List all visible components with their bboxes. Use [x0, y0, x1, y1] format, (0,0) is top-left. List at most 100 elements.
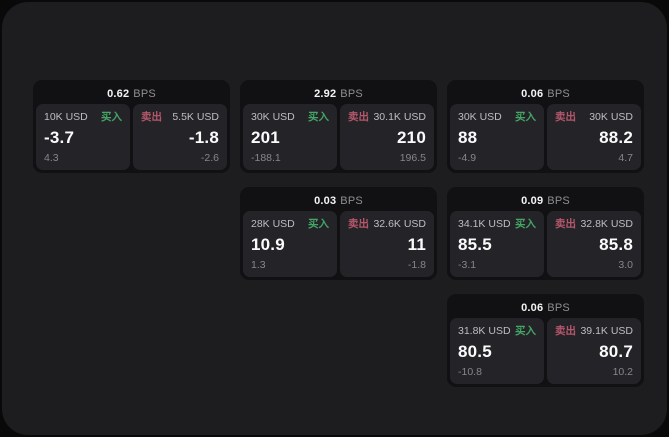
buy-side-label: 买入 [515, 218, 536, 230]
bps-unit-label: BPS [547, 194, 570, 207]
bps-value: 0.06 [521, 301, 544, 314]
sell-change: -2.6 [200, 152, 219, 164]
sell-side-label: 卖出 [141, 111, 162, 123]
sell-price: -1.8 [188, 127, 219, 147]
bps-unit-label: BPS [340, 87, 363, 100]
sell-notional: 30.1K USD [373, 111, 426, 123]
sell-panel-top: 卖出 5.5K USD [141, 111, 219, 123]
sell-change: 196.5 [399, 152, 426, 164]
sell-quote-panel[interactable]: 卖出 5.5K USD -1.8 -2.6 [133, 104, 227, 170]
buy-notional: 30K USD [458, 111, 502, 123]
buy-change: 4.3 [44, 152, 59, 164]
sell-quote-panel[interactable]: 卖出 30.1K USD 210 196.5 [340, 104, 434, 170]
buy-notional: 10K USD [44, 111, 88, 123]
buy-price: 88 [458, 127, 478, 147]
bps-value: 0.09 [521, 194, 544, 207]
sell-panel-top: 卖出 32.6K USD [348, 218, 426, 230]
buy-panel-top: 30K USD 买入 [458, 111, 536, 123]
buy-side-label: 买入 [308, 111, 329, 123]
buy-side-label: 买入 [515, 325, 536, 337]
sell-change: 4.7 [618, 152, 633, 164]
sell-panel-top: 卖出 39.1K USD [555, 325, 633, 337]
bps-value: 2.92 [314, 87, 337, 100]
buy-quote-panel[interactable]: 30K USD 买入 201 -188.1 [243, 104, 337, 170]
buy-price: 201 [251, 127, 280, 147]
bps-header: 0.06 BPS [450, 297, 641, 318]
sell-side-label: 卖出 [348, 218, 369, 230]
buy-notional: 34.1K USD [458, 218, 511, 230]
sell-notional: 39.1K USD [580, 325, 633, 337]
quote-card: 0.06 BPS 30K USD 买入 88 -4.9 卖出 30K USD 8… [447, 80, 644, 173]
sell-quote-panel[interactable]: 卖出 30K USD 88.2 4.7 [547, 104, 641, 170]
sell-notional: 32.8K USD [580, 218, 633, 230]
sell-quote-panel[interactable]: 卖出 32.8K USD 85.8 3.0 [547, 211, 641, 277]
sell-price: 85.8 [599, 234, 633, 254]
buy-quote-panel[interactable]: 10K USD 买入 -3.7 4.3 [36, 104, 130, 170]
buy-panel-top: 31.8K USD 买入 [458, 325, 536, 337]
bps-value: 0.62 [107, 87, 130, 100]
bps-header: 2.92 BPS [243, 83, 434, 104]
buy-notional: 28K USD [251, 218, 295, 230]
sell-change: -1.8 [407, 259, 426, 271]
sell-notional: 32.6K USD [373, 218, 426, 230]
sell-side-label: 卖出 [555, 218, 576, 230]
buy-change: -3.1 [458, 259, 477, 271]
sell-panel-top: 卖出 30.1K USD [348, 111, 426, 123]
sell-price: 210 [397, 127, 426, 147]
bps-header: 0.06 BPS [450, 83, 641, 104]
buy-panel-top: 34.1K USD 买入 [458, 218, 536, 230]
bps-header: 0.09 BPS [450, 190, 641, 211]
buy-side-label: 买入 [308, 218, 329, 230]
sell-panel-top: 卖出 30K USD [555, 111, 633, 123]
bps-header: 0.03 BPS [243, 190, 434, 211]
quote-card: 2.92 BPS 30K USD 买入 201 -188.1 卖出 30.1K … [240, 80, 437, 173]
sell-quote-panel[interactable]: 卖出 39.1K USD 80.7 10.2 [547, 318, 641, 384]
sell-side-label: 卖出 [555, 325, 576, 337]
buy-side-label: 买入 [515, 111, 536, 123]
bps-unit-label: BPS [547, 301, 570, 314]
quote-card-body: 31.8K USD 买入 80.5 -10.8 卖出 39.1K USD 80.… [450, 318, 641, 384]
quote-card: 0.62 BPS 10K USD 买入 -3.7 4.3 卖出 5.5K USD… [33, 80, 230, 173]
sell-notional: 5.5K USD [172, 111, 219, 123]
quote-card-body: 28K USD 买入 10.9 1.3 卖出 32.6K USD 11 -1.8 [243, 211, 434, 277]
sell-notional: 30K USD [589, 111, 633, 123]
buy-change: 1.3 [251, 259, 266, 271]
buy-change: -188.1 [251, 152, 281, 164]
buy-panel-top: 28K USD 买入 [251, 218, 329, 230]
buy-quote-panel[interactable]: 31.8K USD 买入 80.5 -10.8 [450, 318, 544, 384]
buy-side-label: 买入 [101, 111, 122, 123]
buy-change: -10.8 [458, 366, 482, 378]
buy-price: -3.7 [44, 127, 75, 147]
sell-panel-top: 卖出 32.8K USD [555, 218, 633, 230]
buy-change: -4.9 [458, 152, 477, 164]
sell-side-label: 卖出 [348, 111, 369, 123]
quote-card-body: 10K USD 买入 -3.7 4.3 卖出 5.5K USD -1.8 -2.… [36, 104, 227, 170]
quote-card: 0.09 BPS 34.1K USD 买入 85.5 -3.1 卖出 32.8K… [447, 187, 644, 280]
sell-price: 80.7 [599, 341, 633, 361]
quote-card-body: 34.1K USD 买入 85.5 -3.1 卖出 32.8K USD 85.8… [450, 211, 641, 277]
bps-value: 0.03 [314, 194, 337, 207]
buy-quote-panel[interactable]: 30K USD 买入 88 -4.9 [450, 104, 544, 170]
buy-quote-panel[interactable]: 34.1K USD 买入 85.5 -3.1 [450, 211, 544, 277]
bps-unit-label: BPS [133, 87, 156, 100]
quote-cards-grid: 0.62 BPS 10K USD 买入 -3.7 4.3 卖出 5.5K USD… [33, 80, 644, 387]
bps-unit-label: BPS [547, 87, 570, 100]
buy-quote-panel[interactable]: 28K USD 买入 10.9 1.3 [243, 211, 337, 277]
buy-panel-top: 10K USD 买入 [44, 111, 122, 123]
buy-price: 85.5 [458, 234, 492, 254]
sell-change: 10.2 [612, 366, 633, 378]
sell-quote-panel[interactable]: 卖出 32.6K USD 11 -1.8 [340, 211, 434, 277]
quote-card: 0.03 BPS 28K USD 买入 10.9 1.3 卖出 32.6K US… [240, 187, 437, 280]
buy-price: 80.5 [458, 341, 492, 361]
buy-notional: 31.8K USD [458, 325, 511, 337]
sell-price: 11 [407, 234, 426, 254]
sell-side-label: 卖出 [555, 111, 576, 123]
buy-panel-top: 30K USD 买入 [251, 111, 329, 123]
sell-change: 3.0 [618, 259, 633, 271]
buy-price: 10.9 [251, 234, 285, 254]
quote-card-body: 30K USD 买入 88 -4.9 卖出 30K USD 88.2 4.7 [450, 104, 641, 170]
quote-card-body: 30K USD 买入 201 -188.1 卖出 30.1K USD 210 1… [243, 104, 434, 170]
bps-header: 0.62 BPS [36, 83, 227, 104]
quote-card: 0.06 BPS 31.8K USD 买入 80.5 -10.8 卖出 39.1… [447, 294, 644, 387]
